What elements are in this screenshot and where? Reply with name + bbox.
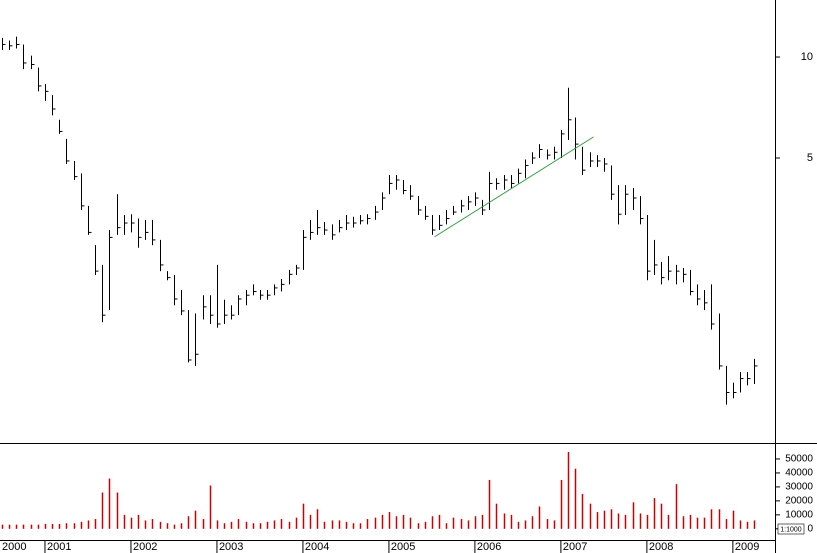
volume-tick-label: 10000 — [785, 509, 813, 520]
x-tick-label: 2002 — [133, 541, 157, 553]
volume-tick-label: 0 — [807, 523, 813, 534]
volume-tick-label: 50000 — [785, 454, 813, 465]
x-tick-label: 2009 — [735, 541, 759, 553]
x-tick-label: 2004 — [305, 541, 329, 553]
volume-tick-label: 30000 — [785, 482, 813, 493]
x-tick-label: 2000 — [2, 541, 26, 553]
volume-tick-label: 40000 — [785, 468, 813, 479]
x-tick-label: 2007 — [563, 541, 587, 553]
trendline — [434, 136, 594, 238]
x-tick-label: 2005 — [391, 541, 415, 553]
x-tick-label: 2008 — [649, 541, 673, 553]
y-tick-label: 5 — [807, 152, 813, 164]
x-tick-label: 2006 — [477, 541, 501, 553]
volume-tick-label: 20000 — [785, 496, 813, 507]
x-tick-label: 2001 — [47, 541, 71, 553]
y-tick-label: 10 — [801, 51, 813, 63]
x-tick-label: 2003 — [219, 541, 243, 553]
volume-unit-box — [777, 523, 805, 535]
volume-unit-label: 1:1000 — [780, 526, 802, 533]
